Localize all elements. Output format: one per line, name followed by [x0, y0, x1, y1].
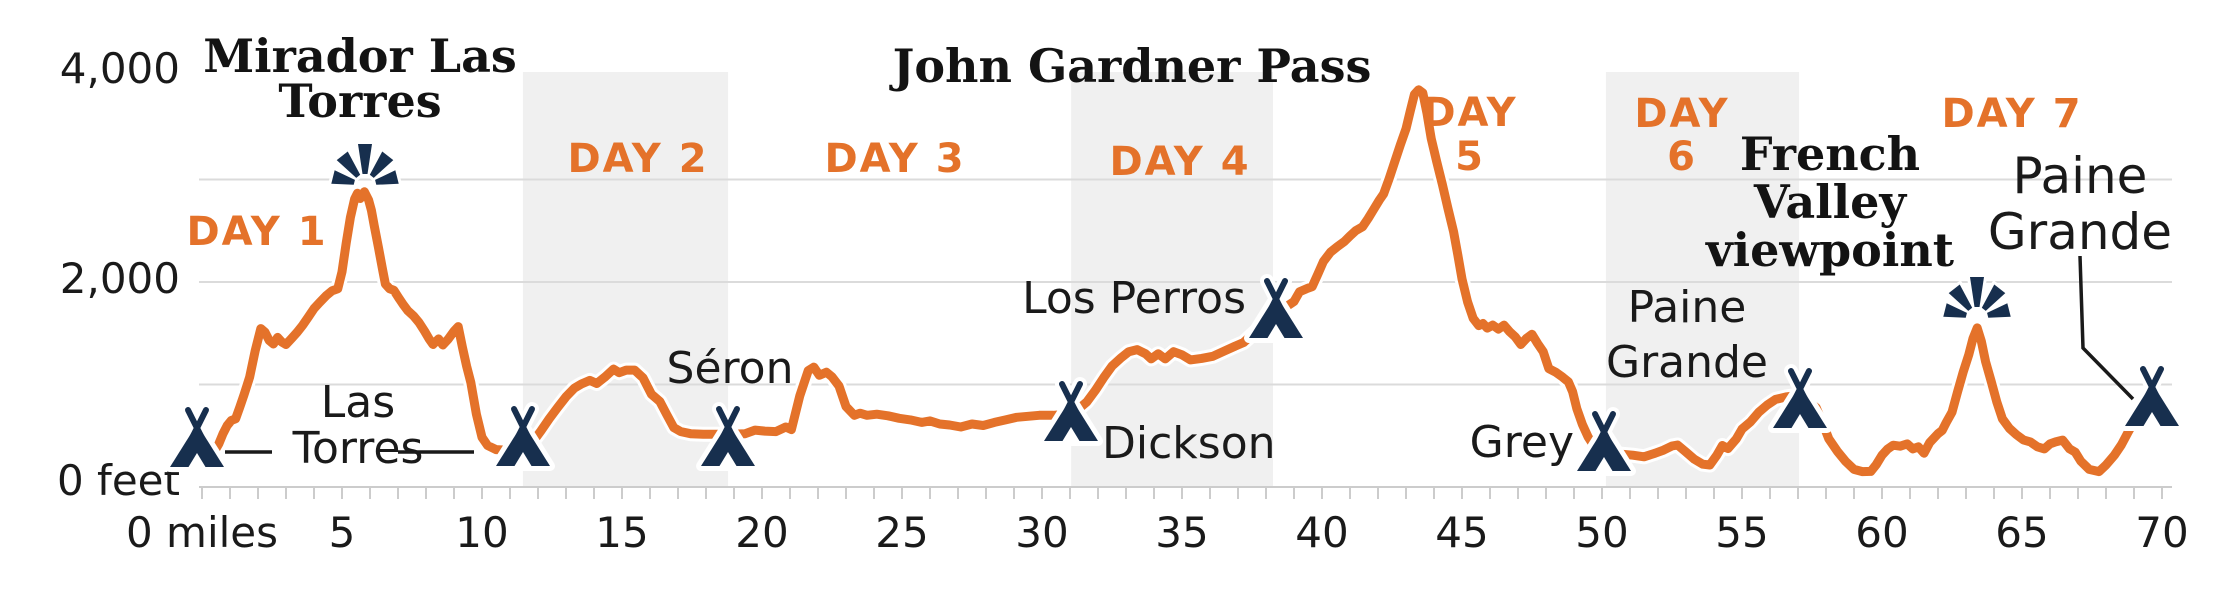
- camp-label: Grey: [1470, 417, 1574, 468]
- camp-connector-line: [2078, 255, 2135, 401]
- tent-icon: [1039, 377, 1103, 446]
- day-label: 6: [1667, 134, 1697, 180]
- x-axis-label: 60: [1855, 508, 1908, 557]
- x-axis-label: 65: [1995, 508, 2048, 557]
- tent-body: [2125, 383, 2179, 426]
- tent-body: [701, 423, 755, 466]
- y-axis-label: 4,000: [60, 44, 180, 93]
- y-axis-label: 2,000: [60, 254, 180, 303]
- x-axis-label: 70: [2135, 508, 2188, 557]
- day-band: [1605, 72, 1800, 487]
- camp-label: Dickson: [1102, 418, 1276, 469]
- tent-icon: [1572, 407, 1636, 476]
- tent-icon: [2120, 362, 2184, 431]
- tent-door: [719, 452, 737, 466]
- camp-label: Paine: [1628, 282, 1747, 333]
- x-axis-label: 30: [1015, 508, 1068, 557]
- day-label: 5: [1455, 134, 1485, 180]
- day-label: DAY 1: [186, 209, 327, 255]
- burst-ray: [336, 151, 361, 178]
- day-label: DAY 2: [567, 136, 708, 182]
- x-axis-label: 40: [1295, 508, 1348, 557]
- burst-ray: [1970, 277, 1984, 307]
- tent-door: [514, 452, 532, 466]
- x-axis-label: 10: [455, 508, 508, 557]
- tent-body: [1044, 398, 1098, 441]
- x-axis-label: 55: [1715, 508, 1768, 557]
- day-label: DAY 3: [824, 136, 965, 182]
- tent-door: [1595, 457, 1613, 471]
- tent-icon: [491, 402, 555, 471]
- tent-door: [1062, 427, 1080, 441]
- x-axis-label: 20: [735, 508, 788, 557]
- day-band: [1071, 72, 1273, 487]
- camp-label: Séron: [667, 343, 794, 394]
- day-label: DAY 7: [1941, 91, 2082, 137]
- tent-icon: [165, 403, 229, 472]
- camp-label: Las: [321, 377, 395, 428]
- tent-door: [188, 453, 206, 467]
- burst-ray: [375, 170, 399, 185]
- camp-label: Grande: [1988, 203, 2172, 261]
- burst-ray: [1943, 303, 1967, 318]
- x-axis-label: 25: [875, 508, 928, 557]
- day-label: DAY: [1422, 90, 1517, 136]
- tent-icon: [696, 402, 760, 471]
- tent-body: [1773, 385, 1827, 428]
- burst-ray: [1987, 303, 2011, 318]
- tent-icon: [1244, 274, 1308, 343]
- day-label: DAY 4: [1109, 139, 1250, 185]
- burst-ray: [369, 151, 394, 178]
- tent-icon: [1768, 364, 1832, 433]
- x-axis-label: 0 miles: [126, 508, 278, 557]
- elevation-line: [210, 85, 2145, 477]
- x-axis-label: 45: [1435, 508, 1488, 557]
- tent-body: [496, 423, 550, 466]
- x-axis-label: 5: [329, 508, 356, 557]
- viewpoint-label: viewpoint: [1705, 223, 1955, 277]
- viewpoint-label: Valley: [1753, 175, 1907, 229]
- viewpoint-burst-icon: [327, 141, 403, 188]
- x-axis-label: 35: [1155, 508, 1208, 557]
- burst-ray: [1981, 284, 2006, 311]
- viewpoint-label: Mirador Las: [203, 29, 517, 83]
- tent-body: [1577, 428, 1631, 471]
- x-axis-label: 50: [1575, 508, 1628, 557]
- viewpoint-label: French: [1740, 127, 1920, 181]
- viewpoint-label: John Gardner Pass: [889, 39, 1372, 93]
- burst-ray: [1948, 284, 1973, 311]
- tent-door: [1267, 324, 1285, 338]
- y-axis-label: 0 feet: [57, 456, 180, 505]
- x-axis-label: 15: [595, 508, 648, 557]
- camp-label: Torres: [292, 423, 424, 474]
- viewpoint-burst-icon: [1939, 274, 2015, 321]
- tent-body: [170, 424, 224, 467]
- tent-door: [2143, 412, 2161, 426]
- burst-ray: [331, 170, 355, 185]
- tent-body: [1249, 295, 1303, 338]
- camp-label: Paine: [2013, 147, 2148, 205]
- camp-label: Grande: [1606, 337, 1768, 388]
- tent-door: [1791, 414, 1809, 428]
- camp-label: Los Perros: [1022, 273, 1246, 324]
- day-label: DAY: [1634, 91, 1729, 137]
- viewpoint-label: Torres: [278, 74, 441, 128]
- burst-ray: [358, 144, 372, 174]
